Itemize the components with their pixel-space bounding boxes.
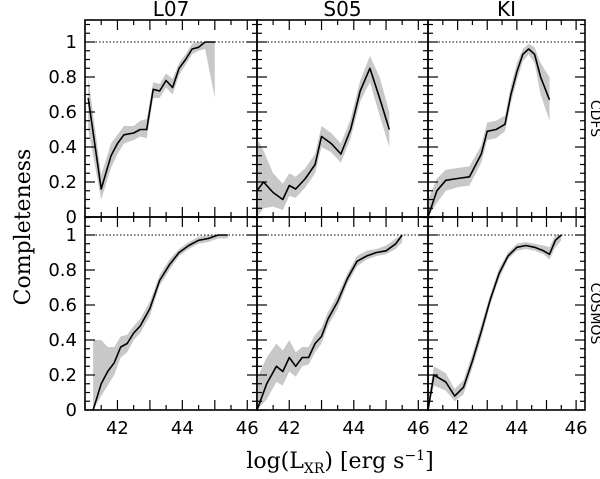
panel-ki-cosmos: 42 44 46 COSMOS — [427, 216, 600, 439]
x-tick-label: 46 — [565, 418, 588, 439]
completeness-curve — [92, 234, 228, 410]
column-title: L07 — [153, 0, 190, 21]
x-tick-label: 46 — [236, 418, 259, 439]
column-title: KI — [497, 0, 516, 21]
panel-ki-cdfs: KI CDFS — [427, 0, 600, 218]
y-tick-label: 0.2 — [48, 365, 77, 386]
x-tick-label: 44 — [342, 418, 365, 439]
panel-l07-cosmos: 0 0.2 0.4 0.6 0.8 1 42 44 46 — [48, 216, 259, 439]
uncertainty-band — [88, 42, 215, 200]
x-axis-label: log(LXR) [erg s−1] — [246, 448, 433, 477]
y-axis-label: Completeness — [11, 149, 36, 306]
x-axis-label-superscript: −1 — [404, 448, 425, 464]
completeness-curve — [428, 48, 551, 217]
x-tick-label: 46 — [407, 418, 430, 439]
y-tick-label: 0.6 — [48, 102, 77, 123]
uncertainty-band — [257, 56, 390, 217]
row-label: CDFS — [587, 100, 600, 137]
column-title: S05 — [323, 0, 361, 21]
y-tick-label: 0.8 — [48, 67, 77, 88]
panel-frame — [84, 19, 258, 218]
x-tick-label: 42 — [278, 418, 301, 439]
uncertainty-band — [93, 235, 228, 410]
x-axis-label-rest: ) [erg s — [324, 449, 404, 474]
y-tick-label: 0 — [66, 400, 77, 421]
x-tick-label: 42 — [106, 418, 129, 439]
y-tick-label: 1 — [66, 32, 77, 53]
y-tick-label: 1 — [66, 225, 77, 246]
y-tick-label: 0 — [66, 207, 77, 228]
completeness-curve — [87, 41, 215, 190]
row-label: COSMOS — [587, 283, 600, 345]
figure-labels: Completeness log(LXR) [erg s−1] — [11, 149, 434, 477]
x-tick-label: 44 — [505, 418, 528, 439]
y-tick-label: 0.8 — [48, 260, 77, 281]
x-axis-label-subscript: XR — [304, 461, 325, 477]
uncertainty-band — [428, 235, 562, 410]
panel-grid: 0 0.2 0.4 0.6 0.8 1 L07 0 0.2 0.4 0.6 0.8 1 42 44 46 S05… — [48, 0, 600, 439]
panel-frame — [427, 216, 586, 411]
panel-s05-cosmos: 42 44 46 — [256, 216, 430, 439]
x-tick-label: 42 — [446, 418, 469, 439]
y-tick-label: 0.4 — [48, 330, 77, 351]
completeness-curve — [428, 234, 562, 410]
panel-l07-cdfs: 0 0.2 0.4 0.6 0.8 1 L07 — [48, 0, 258, 228]
panel-s05-cdfs: S05 — [256, 0, 429, 218]
y-tick-label: 0.6 — [48, 295, 77, 316]
x-axis-label-main: log(L — [246, 449, 304, 474]
completeness-curve — [257, 67, 391, 201]
x-tick-label: 44 — [171, 418, 194, 439]
uncertainty-band — [257, 235, 403, 410]
completeness-curve — [257, 234, 403, 410]
panel-frame — [84, 216, 258, 411]
y-tick-label: 0.4 — [48, 137, 77, 158]
y-tick-label: 0.2 — [48, 172, 77, 193]
x-axis-label-end: ] — [425, 449, 434, 474]
